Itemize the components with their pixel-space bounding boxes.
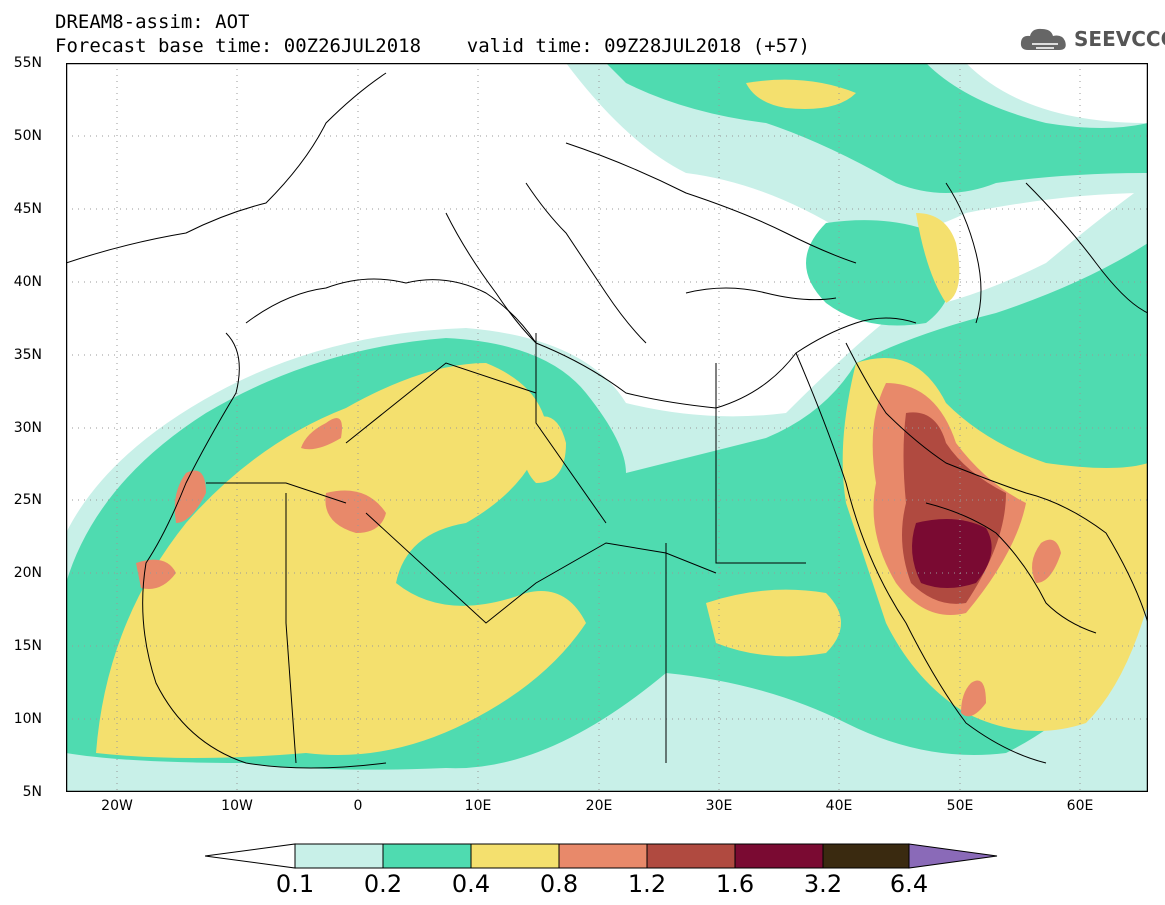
lon-label: 50E — [946, 798, 974, 814]
lat-label: 40N — [13, 274, 42, 290]
lat-label: 5N — [22, 784, 42, 800]
colorbar-label: 3.2 — [803, 870, 843, 898]
aot-contour-1.6 — [912, 519, 992, 588]
aot-contour-0.4 — [96, 363, 586, 758]
lon-label: 0 — [353, 798, 363, 814]
colorbar-bin — [822, 843, 910, 869]
colorbar-bin — [646, 843, 736, 869]
colorbar-label: 0.4 — [451, 870, 491, 898]
brand-logo: SEEVCCC — [1018, 24, 1165, 54]
lon-label: 30E — [705, 798, 733, 814]
colorbar-label: 0.8 — [539, 870, 579, 898]
lat-label: 45N — [13, 201, 42, 217]
colorbar-label: 0.2 — [363, 870, 403, 898]
lat-label: 20N — [13, 565, 42, 581]
cloud-logo-icon — [1020, 28, 1066, 50]
colorbar-bin — [558, 843, 648, 869]
colorbar-label: 6.4 — [889, 870, 929, 898]
lon-label: 40E — [825, 798, 853, 814]
lat-label: 10N — [13, 711, 42, 727]
lat-label: 50N — [13, 128, 42, 144]
lat-label: 15N — [13, 638, 42, 654]
lat-label: 55N — [13, 55, 42, 71]
colorbar-bin — [734, 843, 824, 869]
lon-label: 20E — [585, 798, 613, 814]
coastlines — [66, 72, 1148, 769]
colorbar-label: 1.2 — [627, 870, 667, 898]
lat-label: 30N — [13, 420, 42, 436]
title-line-2: Forecast base time: 00Z26JUL2018 valid t… — [55, 35, 810, 57]
colorbar-bin — [470, 843, 560, 869]
lon-label: 20W — [101, 798, 133, 814]
colorbar-low-arrow — [205, 843, 296, 869]
graticule — [66, 63, 1148, 792]
lon-label: 60E — [1066, 798, 1094, 814]
lon-label: 10W — [221, 798, 253, 814]
lon-label: 10E — [464, 798, 492, 814]
colorbar-label: 1.6 — [715, 870, 755, 898]
lat-label: 25N — [13, 492, 42, 508]
colorbar-high-arrow — [908, 843, 998, 869]
title-line-1: DREAM8-assim: AOT — [55, 11, 250, 33]
colorbar-bin — [294, 843, 384, 869]
lat-label: 35N — [13, 347, 42, 363]
colorbar-bin — [382, 843, 472, 869]
aot-map — [66, 63, 1148, 792]
colorbar — [205, 843, 998, 869]
colorbar-label: 0.1 — [275, 870, 315, 898]
brand-name: SEEVCCC — [1074, 27, 1165, 51]
